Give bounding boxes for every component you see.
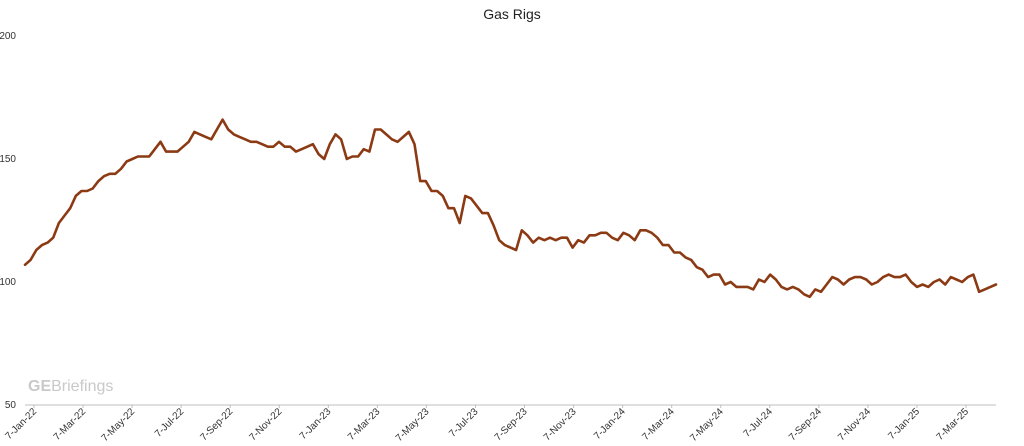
- x-tick-label: 7-May-24: [688, 406, 726, 444]
- x-tick-label: 7-Mar-24: [640, 406, 677, 443]
- x-tick-label: 7-Nov-23: [542, 406, 579, 443]
- x-tick-label: 7-Jan-25: [886, 406, 922, 442]
- x-tick-label: 7-Nov-24: [836, 406, 873, 443]
- x-tick-label: 7-May-22: [100, 406, 138, 444]
- x-tick-label: 7-Mar-22: [52, 406, 89, 443]
- x-tick-label: 7-May-23: [394, 406, 432, 444]
- y-tick-label: 100: [0, 277, 16, 288]
- x-tick-label: 7-Jul-23: [447, 406, 481, 440]
- x-tick-label: 7-Jul-22: [153, 406, 187, 440]
- x-tick-label: 7-Nov-22: [248, 406, 285, 443]
- series-layer: [23, 118, 998, 299]
- x-tick-label: 7-Jan-22: [3, 406, 39, 442]
- x-tick-label: 7-Sep-22: [198, 406, 235, 443]
- watermark-briefings: Briefings: [51, 378, 113, 395]
- x-tick-label: 7-Sep-24: [787, 406, 824, 443]
- x-tick-label: 7-Mar-25: [935, 406, 972, 443]
- x-tick-label: 7-Jan-24: [592, 406, 628, 442]
- x-tick-label: 7-Sep-23: [493, 406, 530, 443]
- chart-title: Gas Rigs: [483, 6, 541, 22]
- y-tick-label: 150: [0, 154, 16, 165]
- y-tick-label: 200: [0, 31, 16, 42]
- series-line-0: [23, 118, 998, 299]
- x-axis-ticks: 7-Jan-22 7-Mar-22 7-May-22 7-Jul-22 7-Sep-22…: [3, 405, 971, 444]
- y-axis-ticks: 50 100 150 200: [0, 31, 16, 411]
- watermark-ge: GE: [28, 378, 51, 395]
- x-tick-label: 7-Jan-23: [298, 406, 334, 442]
- y-tick-label: 50: [5, 400, 17, 411]
- x-tick-label: 7-Jul-24: [742, 406, 776, 440]
- watermark-logo: GEBriefings: [28, 378, 113, 395]
- x-tick-label: 7-Mar-23: [346, 406, 383, 443]
